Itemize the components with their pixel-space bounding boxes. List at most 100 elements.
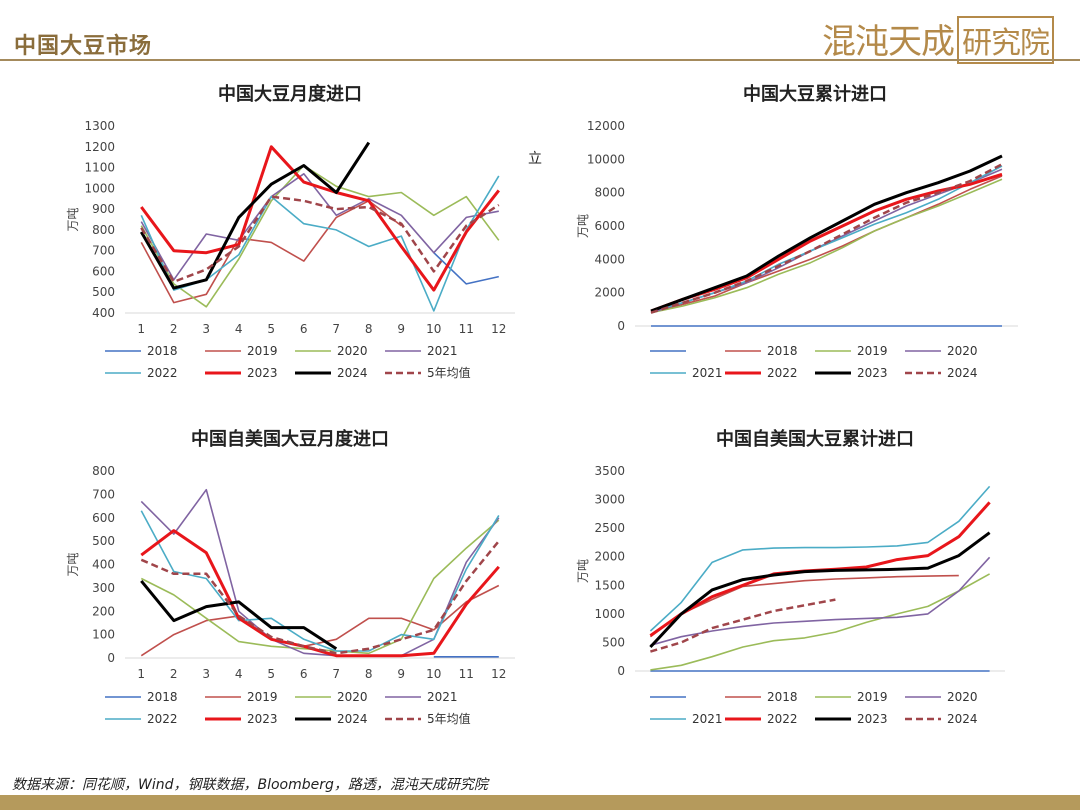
header-rule — [0, 59, 1080, 61]
x-tick-label: 2 — [170, 667, 178, 681]
page-title: 中国大豆市场 — [14, 34, 153, 59]
y-tick-label: 8000 — [594, 186, 625, 200]
y-tick-label: 500 — [92, 534, 115, 548]
y-tick-label: 3000 — [594, 493, 625, 507]
legend-label: 2019 — [857, 344, 888, 358]
y-tick-label: 10000 — [587, 152, 625, 166]
brand-box: 研究院 — [957, 16, 1054, 64]
series-line-2021 — [140, 173, 499, 281]
series-line-avg — [140, 195, 500, 284]
y-tick-label: 1300 — [84, 119, 115, 133]
legend-label: 2020 — [337, 690, 368, 704]
y-tick-label: 800 — [92, 223, 115, 237]
legend-label: 2022 — [767, 712, 798, 726]
y-tick-label: 0 — [107, 651, 115, 665]
x-tick-label: 9 — [397, 322, 405, 336]
legend-label: 2018 — [147, 344, 178, 358]
y-axis-label: 万吨 — [66, 207, 80, 231]
x-tick-label: 3 — [202, 667, 210, 681]
y-tick-label: 12000 — [587, 119, 625, 133]
legend-label: 2020 — [947, 344, 978, 358]
legend-label: 2019 — [247, 344, 278, 358]
chart-title: 中国大豆累计进口 — [743, 83, 887, 105]
page-header: 中国大豆市场 混沌天成 研究院 — [0, 0, 1080, 64]
legend-label: 2021 — [692, 366, 723, 380]
y-tick-label: 1000 — [84, 181, 115, 195]
series-line-2020 — [140, 164, 500, 308]
y-tick-label: 700 — [92, 244, 115, 258]
y-tick-label: 2000 — [594, 550, 625, 564]
series-line-2023 — [649, 501, 991, 637]
legend-label: 2024 — [337, 712, 368, 726]
series-line-2022 — [649, 485, 991, 632]
y-tick-label: 500 — [92, 285, 115, 299]
y-tick-label: 500 — [602, 635, 625, 649]
series-line-2019 — [650, 175, 1003, 314]
chart-title: 中国自美国大豆累计进口 — [716, 428, 914, 450]
y-tick-label: 400 — [92, 306, 115, 320]
legend-label: 2018 — [767, 344, 798, 358]
y-tick-label: 6000 — [594, 219, 625, 233]
footer-bar — [0, 795, 1080, 810]
y-tick-label: 900 — [92, 202, 115, 216]
chart-cn-monthly-import: 中国大豆月度进口40050060070080090010001100120013… — [66, 83, 515, 380]
x-tick-label: 12 — [491, 667, 506, 681]
x-tick-label: 3 — [202, 322, 210, 336]
x-tick-label: 8 — [365, 667, 373, 681]
y-tick-label: 200 — [92, 604, 115, 618]
legend-label: 2019 — [247, 690, 278, 704]
brand-name: 混沌天成 — [822, 22, 955, 62]
legend-label: 2020 — [947, 690, 978, 704]
series-line-avg — [650, 163, 1003, 314]
legend-label: 2019 — [857, 690, 888, 704]
y-tick-label: 2000 — [594, 286, 625, 300]
y-tick-label: 100 — [92, 628, 115, 642]
y-tick-label: 1000 — [594, 607, 625, 621]
legend-label: 2022 — [147, 366, 178, 380]
x-tick-label: 7 — [332, 322, 340, 336]
x-tick-label: 8 — [365, 322, 373, 336]
chart-us-cumulative-import: 中国自美国大豆累计进口 0 500 1000 1500 2000 2500 3000 3500 万… — [576, 428, 1005, 726]
series-line-2019 — [649, 574, 959, 638]
x-tick-label: 4 — [235, 322, 243, 336]
y-tick-label: 0 — [617, 319, 625, 333]
y-axis-label: 万吨 — [576, 559, 590, 583]
y-tick-label: 2500 — [594, 521, 625, 535]
legend-label: 2018 — [767, 690, 798, 704]
series-line-2021 — [650, 556, 991, 647]
x-tick-label: 11 — [459, 667, 474, 681]
x-tick-label: 6 — [300, 667, 308, 681]
legend-label: 2023 — [857, 712, 888, 726]
series-line-avg — [140, 540, 500, 655]
legend-label: 5年均值 — [427, 365, 471, 380]
brand-logo: 混沌天成 研究院 — [822, 14, 1054, 64]
y-tick-label: 1200 — [84, 140, 115, 154]
series-line-2022 — [140, 175, 500, 312]
legend-label: 2024 — [337, 366, 368, 380]
x-tick-label: 12 — [491, 322, 506, 336]
x-tick-label: 7 — [332, 667, 340, 681]
y-tick-label: 300 — [92, 581, 115, 595]
legend-label: 2023 — [857, 366, 888, 380]
y-tick-label: 700 — [92, 487, 115, 501]
series-line-2020 — [140, 519, 500, 655]
chart-title: 中国大豆月度进口 — [218, 83, 362, 105]
x-tick-label: 10 — [426, 322, 441, 336]
y-axis-label: 万吨 — [576, 214, 590, 238]
legend-label: 2022 — [147, 712, 178, 726]
chart-cn-cumulative-import: 中国大豆累计进口 0 2000 4000 6000 8000 10000 12000 万吨 201… — [576, 83, 1018, 380]
legend-label: 2024 — [947, 712, 978, 726]
series-line-2022 — [140, 510, 500, 652]
stray-char: 立 — [528, 151, 542, 167]
series-line-2018 — [433, 252, 499, 285]
series-line-2020 — [650, 573, 990, 671]
legend-label: 2022 — [767, 366, 798, 380]
chart-title: 中国自美国大豆月度进口 — [191, 428, 389, 450]
y-tick-label: 800 — [92, 464, 115, 478]
x-tick-label: 1 — [137, 322, 145, 336]
legend-label: 2021 — [427, 690, 458, 704]
y-tick-label: 3500 — [594, 464, 625, 478]
x-tick-label: 4 — [235, 667, 243, 681]
legend-label: 2021 — [427, 344, 458, 358]
